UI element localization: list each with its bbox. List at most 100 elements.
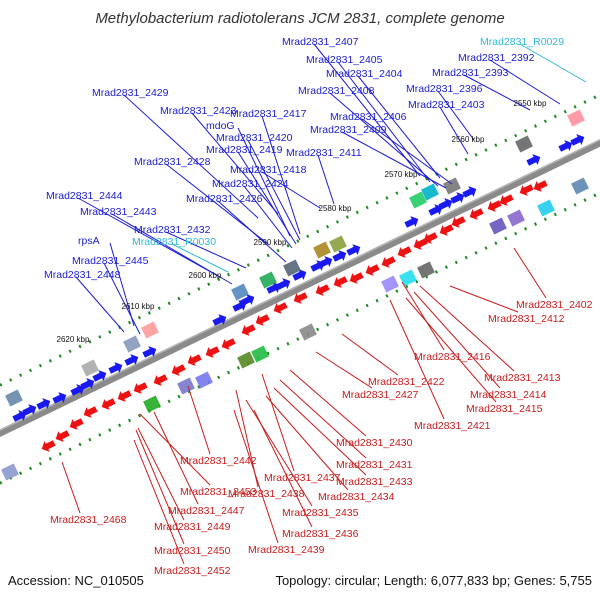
minus-strand-gene-arrow: [221, 338, 236, 350]
minus-label-leader: [289, 369, 367, 437]
minus-label-leader: [341, 333, 399, 376]
plus-label-leader: [109, 242, 135, 327]
minus-label-leader: [135, 429, 185, 545]
plus-label-leader: [439, 106, 469, 155]
gene-feature-box: [567, 109, 585, 127]
kbp-marker-label: 2560 kbp: [452, 135, 485, 144]
minus-strand-gene-arrow: [315, 284, 330, 296]
minus-strand-gene-arrow: [153, 374, 168, 386]
plus-label-leader: [75, 276, 125, 333]
plus-gene-label: Mrad2831_2417: [230, 108, 307, 120]
rna-gene-label: Mrad2831_R0030: [132, 236, 216, 248]
gene-feature-box: [507, 209, 525, 227]
plus-label-leader: [77, 197, 219, 277]
kbp-marker-label: 2620 kbp: [57, 335, 90, 344]
minus-strand-gene-arrow: [487, 200, 502, 212]
minus-label-leader: [261, 373, 295, 472]
plus-strand-gene-arrow: [266, 282, 281, 294]
kbp-marker-label: 2590 kbp: [254, 238, 287, 247]
kbp-markers: 2550 kbp 2560 kbp 2570 kbp 2580 kbp 2590 kbp…: [57, 99, 547, 344]
minus-label-leader: [273, 387, 367, 476]
plus-gene-label: Mrad2831_2443: [80, 206, 157, 218]
plus-gene-label: Mrad2831_2396: [406, 83, 483, 95]
gene-feature-box: [313, 241, 331, 259]
gene-feature-box: [231, 283, 249, 301]
plus-strand-gene-arrow: [52, 392, 67, 404]
minus-strand-gene-arrow: [519, 184, 534, 196]
minus-gene-label: Mrad2831_2431: [336, 459, 413, 471]
gene-feature-box: [409, 191, 427, 209]
gene-feature-box: [141, 321, 159, 339]
minus-label-leader: [187, 385, 211, 455]
kbp-marker-label: 2570 kbp: [385, 170, 418, 179]
minus-gene-label: Mrad2831_2449: [154, 521, 231, 533]
minus-label-leader: [233, 409, 279, 544]
minus-strand-gene-arrow: [55, 430, 70, 442]
minus-label-leader: [401, 281, 445, 351]
plus-strand-gene-arrow: [12, 410, 27, 422]
minus-label-leader: [419, 285, 515, 372]
gene-feature-box: [259, 271, 277, 289]
rna-gene-label: Mrad2831_R0029: [480, 36, 564, 48]
minus-label-leader: [133, 439, 185, 565]
gene-feature-box: [81, 359, 99, 377]
plus-gene-label: Mrad2831_2409: [310, 124, 387, 136]
minus-strand-gene-arrow: [187, 354, 202, 366]
minus-gene-label: Mrad2831_2438: [228, 488, 305, 500]
minus-gene-label: Mrad2831_2427: [342, 389, 419, 401]
minus-gene-label: Mrad2831_2439: [248, 544, 325, 556]
plus-label-leader: [463, 74, 531, 111]
minus-label-leader: [449, 285, 519, 313]
minus-strand-gene-arrow: [469, 208, 484, 220]
gene-feature-box: [537, 199, 555, 217]
minus-strand-gene-arrow: [499, 194, 514, 206]
plus-label-leader: [123, 94, 259, 219]
topology-summary: Topology: circular; Length: 6,077,833 bp…: [275, 573, 592, 588]
plus-label-leader: [261, 171, 321, 209]
minus-gene-label: Mrad2831_2453: [180, 486, 257, 498]
plus-label-leader: [111, 213, 233, 285]
plus-strand-gene-arrow: [36, 398, 51, 410]
plus-gene-label: Mrad2831_2403: [408, 99, 485, 111]
minus-label-leader: [413, 291, 501, 389]
gene-feature-box: [5, 389, 23, 407]
plus-strand-gene-arrow: [346, 244, 361, 256]
plus-gene-label: Mrad2831_2428: [134, 156, 211, 168]
accession-text: Accession: NC_010505: [8, 573, 144, 588]
plus-gene-label: Mrad2831_2423: [160, 105, 237, 117]
plus-strand-gene-arrow: [332, 250, 347, 262]
kbp-marker-label: 2550 kbp: [514, 99, 547, 108]
plus-strand-gene-arrow: [450, 192, 465, 204]
gene-feature-box: [283, 259, 301, 277]
plus-gene-label: Mrad2831_2418: [230, 164, 307, 176]
plus-gene-label: Mrad2831_2448: [44, 269, 121, 281]
plus-gene-label: Mrad2831_2406: [330, 111, 407, 123]
gene-features: [1, 109, 589, 481]
minus-label-leader: [139, 413, 211, 486]
minus-strand-gene-arrow: [133, 382, 148, 394]
gene-feature-box: [123, 335, 141, 353]
plus-label-leader: [361, 118, 453, 185]
minus-label-leader: [245, 399, 313, 507]
minus-gene-label: Mrad2831_2421: [414, 420, 491, 432]
gene-feature-box: [299, 323, 317, 341]
label-leader-lines: [61, 43, 587, 565]
minus-gene-label: Mrad2831_2442: [180, 455, 257, 467]
plus-gene-label: Mrad2831_2393: [432, 67, 509, 79]
genome-backbone: [0, 138, 600, 438]
plus-label-leader: [237, 127, 291, 237]
plus-label-leader: [489, 59, 561, 105]
plus-label-leader: [357, 75, 441, 179]
rna-label-leader: [519, 43, 587, 83]
plus-label-leader: [329, 92, 439, 187]
plus-strand-gene-arrow: [124, 354, 139, 366]
minus-gene-label: Mrad2831_2435: [282, 507, 359, 519]
minus-strand-gene-arrow: [365, 264, 380, 276]
minus-gene-label: Mrad2831_2447: [168, 505, 245, 517]
map-title: Methylobacterium radiotolerans JCM 2831,…: [95, 10, 504, 27]
minus-strand-gene-arrow: [205, 346, 220, 358]
minus-strand-gene-arrow: [381, 256, 396, 268]
minus-label-leader: [137, 427, 185, 521]
plus-strand-gene-arrow: [108, 362, 123, 374]
